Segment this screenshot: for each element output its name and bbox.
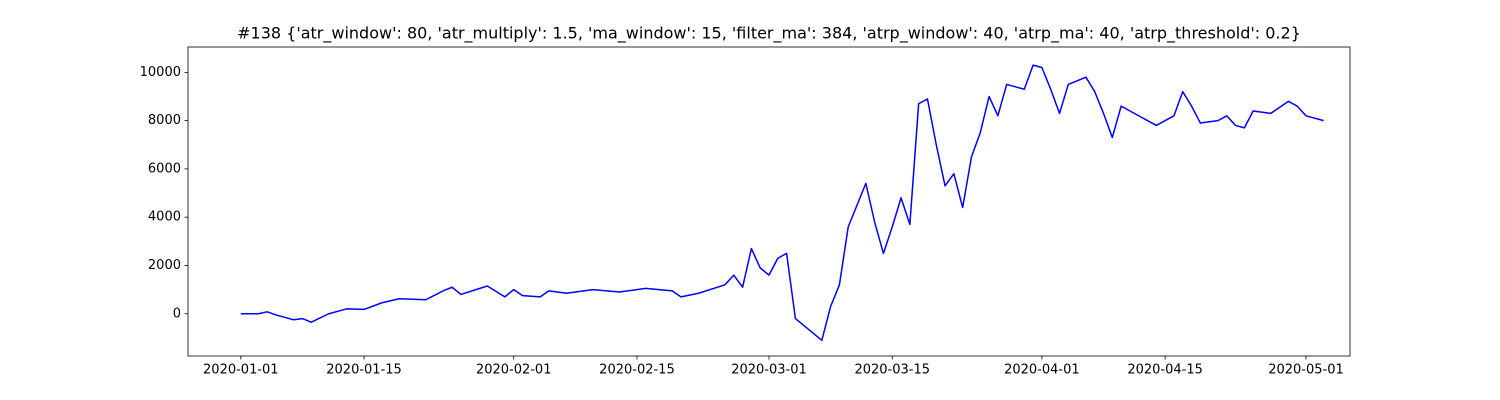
chart-title: #138 {'atr_window': 80, 'atr_multiply': … xyxy=(237,24,1301,44)
x-tick-label: 2020-03-15 xyxy=(854,363,930,378)
y-tick-label: 8000 xyxy=(148,113,181,128)
y-tick-label: 10000 xyxy=(140,65,181,80)
x-tick-label: 2020-04-15 xyxy=(1127,363,1203,378)
x-tick-label: 2020-02-15 xyxy=(599,363,675,378)
x-tick-label: 2020-04-01 xyxy=(1004,363,1080,378)
x-tick-label: 2020-01-15 xyxy=(326,363,402,378)
y-tick-label: 4000 xyxy=(148,210,181,225)
x-tick-label: 2020-03-01 xyxy=(731,363,807,378)
y-tick-label: 6000 xyxy=(148,161,181,176)
x-tick-label: 2020-01-01 xyxy=(203,363,279,378)
line-series xyxy=(240,64,1324,342)
axes-frame xyxy=(187,46,1351,357)
y-tick-label: 2000 xyxy=(148,258,181,273)
y-tick-label: 0 xyxy=(173,306,181,321)
x-tick-label: 2020-05-01 xyxy=(1268,363,1344,378)
x-tick-label: 2020-02-01 xyxy=(476,363,552,378)
